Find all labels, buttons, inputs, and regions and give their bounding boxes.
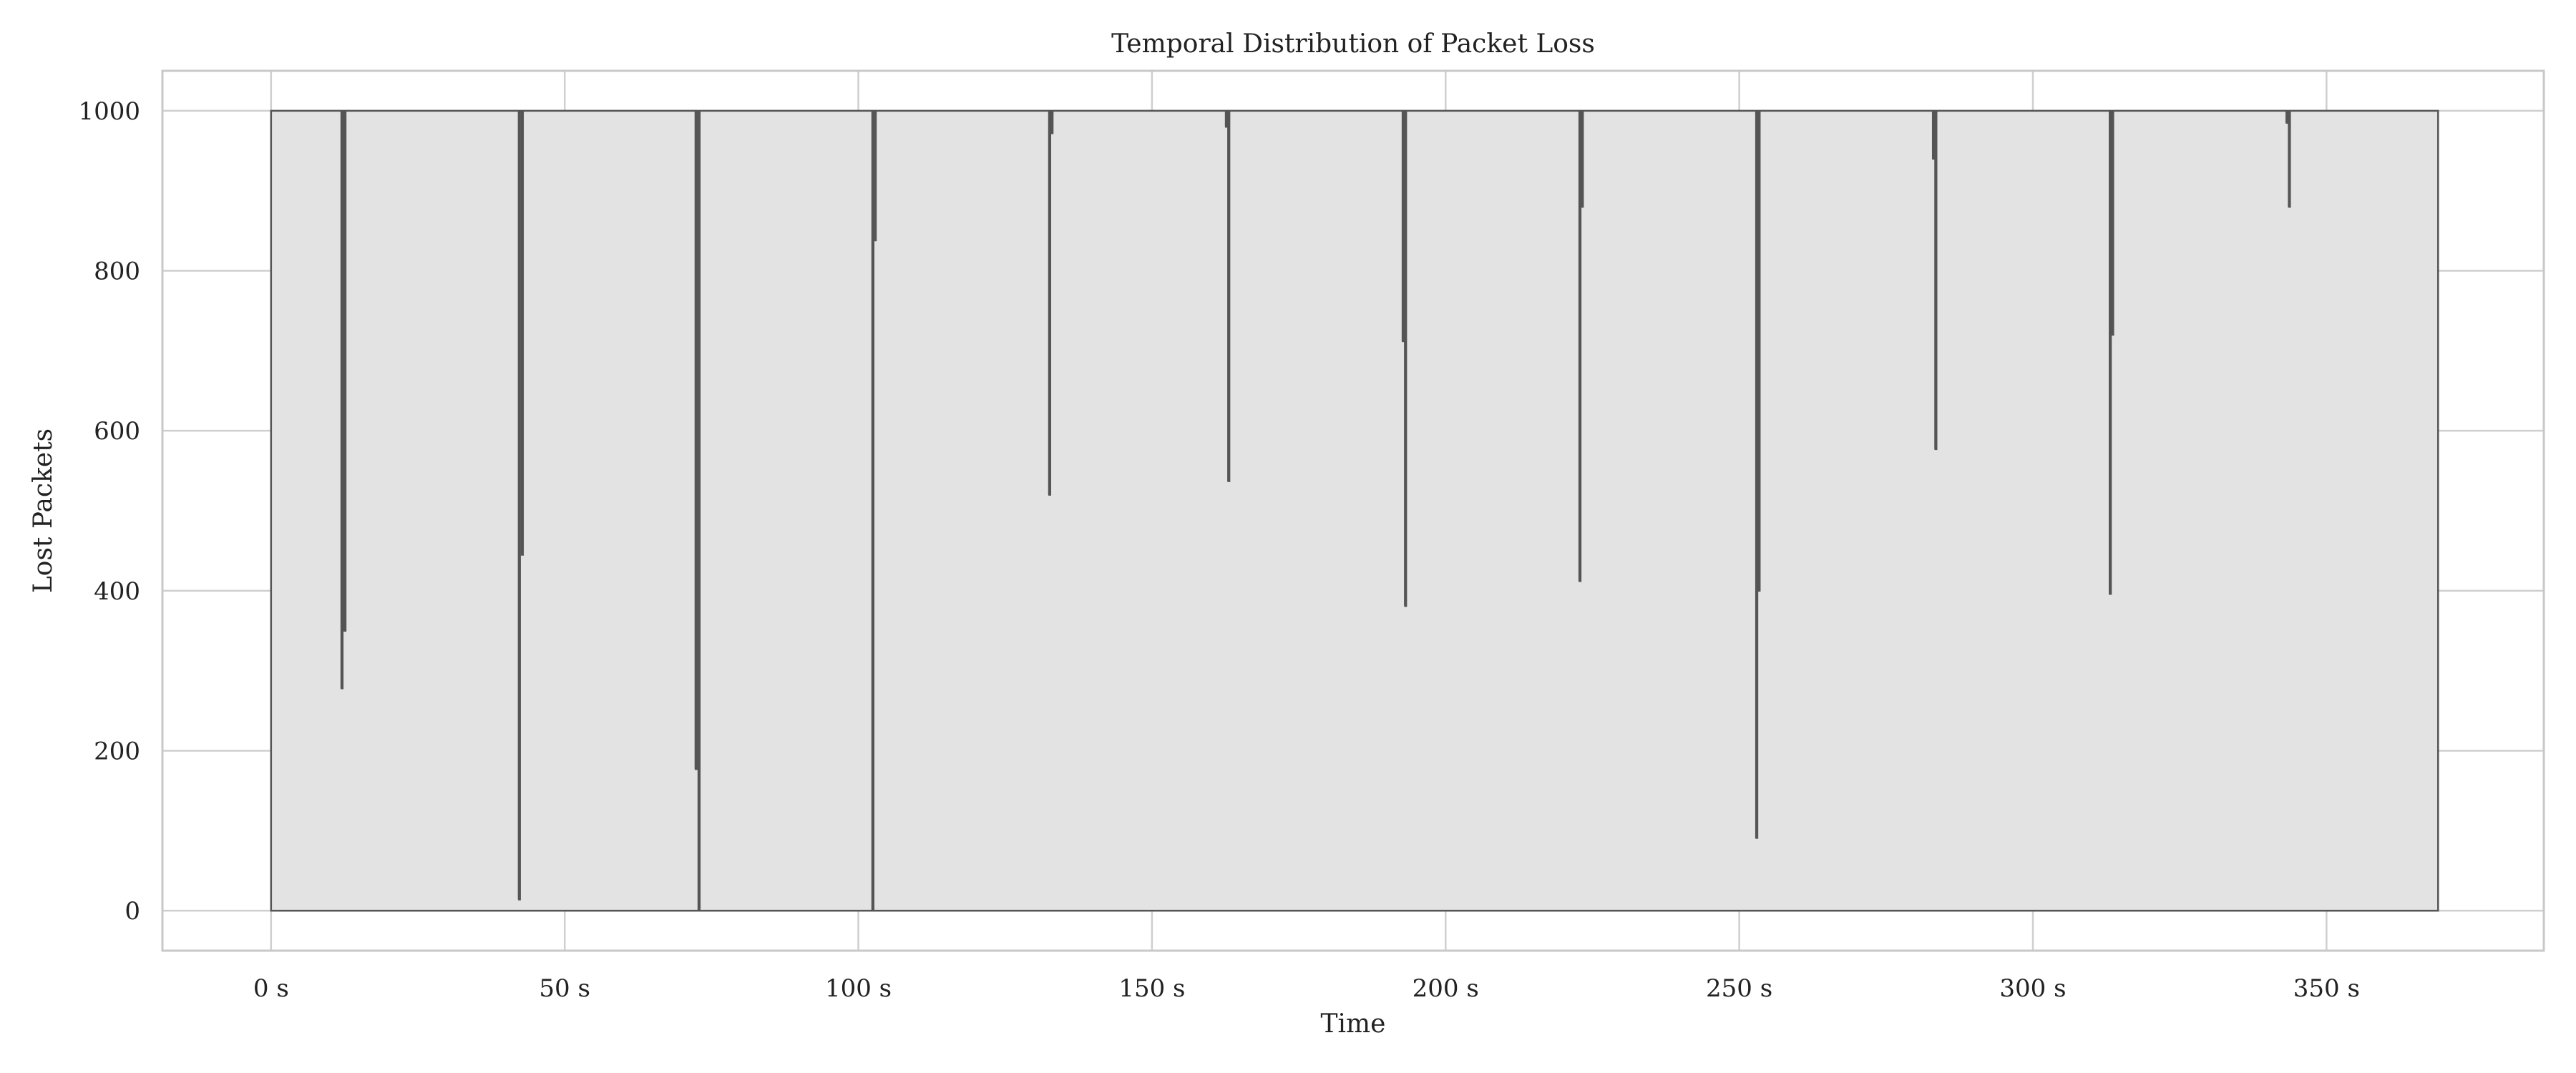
y-tick-label: 0 bbox=[125, 897, 140, 926]
x-tick-label: 350 s bbox=[2293, 974, 2360, 1003]
y-tick-label: 600 bbox=[94, 417, 140, 446]
x-tick-label: 0 s bbox=[253, 974, 289, 1003]
x-axis-label: Time bbox=[1321, 1009, 1386, 1039]
y-tick-label: 800 bbox=[94, 258, 140, 286]
data-area bbox=[270, 109, 2439, 912]
y-tick-label: 1000 bbox=[78, 97, 140, 126]
y-axis-ticks: 0 200 400 600 800 1000 bbox=[78, 97, 140, 926]
plot-frame bbox=[161, 69, 2545, 952]
chart-title: Temporal Distribution of Packet Loss bbox=[1111, 29, 1595, 59]
x-tick-label: 100 s bbox=[825, 974, 892, 1003]
y-tick-label: 200 bbox=[94, 737, 140, 765]
y-tick-label: 400 bbox=[94, 577, 140, 606]
x-tick-label: 200 s bbox=[1413, 974, 1479, 1003]
x-tick-label: 50 s bbox=[539, 974, 590, 1003]
x-tick-label: 300 s bbox=[1999, 974, 2066, 1003]
x-tick-label: 150 s bbox=[1118, 974, 1185, 1003]
x-tick-label: 250 s bbox=[1706, 974, 1772, 1003]
y-axis-label: Lost Packets bbox=[29, 428, 58, 593]
x-axis-ticks: 0 s 50 s 100 s 150 s 200 s 250 s 300 s 350 s bbox=[253, 974, 2360, 1003]
packet-loss-area bbox=[270, 109, 2439, 912]
